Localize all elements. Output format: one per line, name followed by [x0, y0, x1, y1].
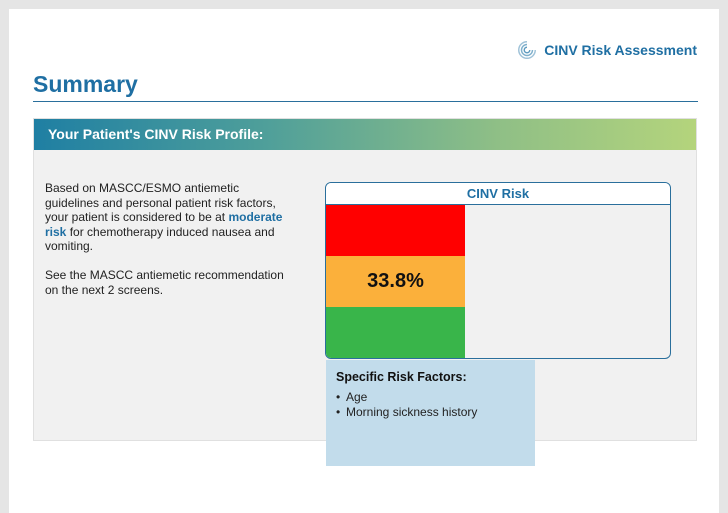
risk-level-highlight: moderate risk — [45, 210, 283, 239]
swirl-logo-icon — [518, 41, 537, 59]
list-item: Morning sickness history — [336, 405, 525, 420]
brand-name: CINV Risk Assessment — [544, 42, 697, 58]
risk-summary-text: Based on MASCC/ESMO antiemetic guideline… — [45, 181, 295, 254]
risk-card-title: CINV Risk — [326, 183, 670, 205]
intro-text-before: Based on MASCC/ESMO antiemetic guideline… — [45, 181, 276, 224]
title-divider — [33, 101, 698, 102]
recommendation-text: See the MASCC antiemetic recommendation … — [45, 268, 284, 297]
risk-profile-section: Your Patient's CINV Risk Profile: Based … — [33, 118, 697, 466]
brand: CINV Risk Assessment — [516, 39, 697, 61]
risk-band-moderate: 33.8% — [326, 256, 465, 307]
section-header: Your Patient's CINV Risk Profile: — [34, 119, 696, 150]
risk-factors-list: Age Morning sickness history — [336, 390, 525, 420]
risk-score: 33.8% — [367, 270, 424, 292]
risk-factors-box: Specific Risk Factors: Age Morning sickn… — [326, 360, 535, 466]
cinv-risk-card: CINV Risk 33.8% — [325, 182, 671, 359]
page-title: Summary — [33, 71, 138, 97]
risk-band-low — [326, 307, 465, 358]
list-item: Age — [336, 390, 525, 405]
intro-text-after: for chemotherapy induced nausea and vomi… — [45, 224, 275, 254]
risk-factors-title: Specific Risk Factors: — [336, 370, 467, 384]
summary-page: CINV Risk Assessment Summary Your Patien… — [9, 9, 719, 513]
risk-band-high — [326, 205, 465, 256]
